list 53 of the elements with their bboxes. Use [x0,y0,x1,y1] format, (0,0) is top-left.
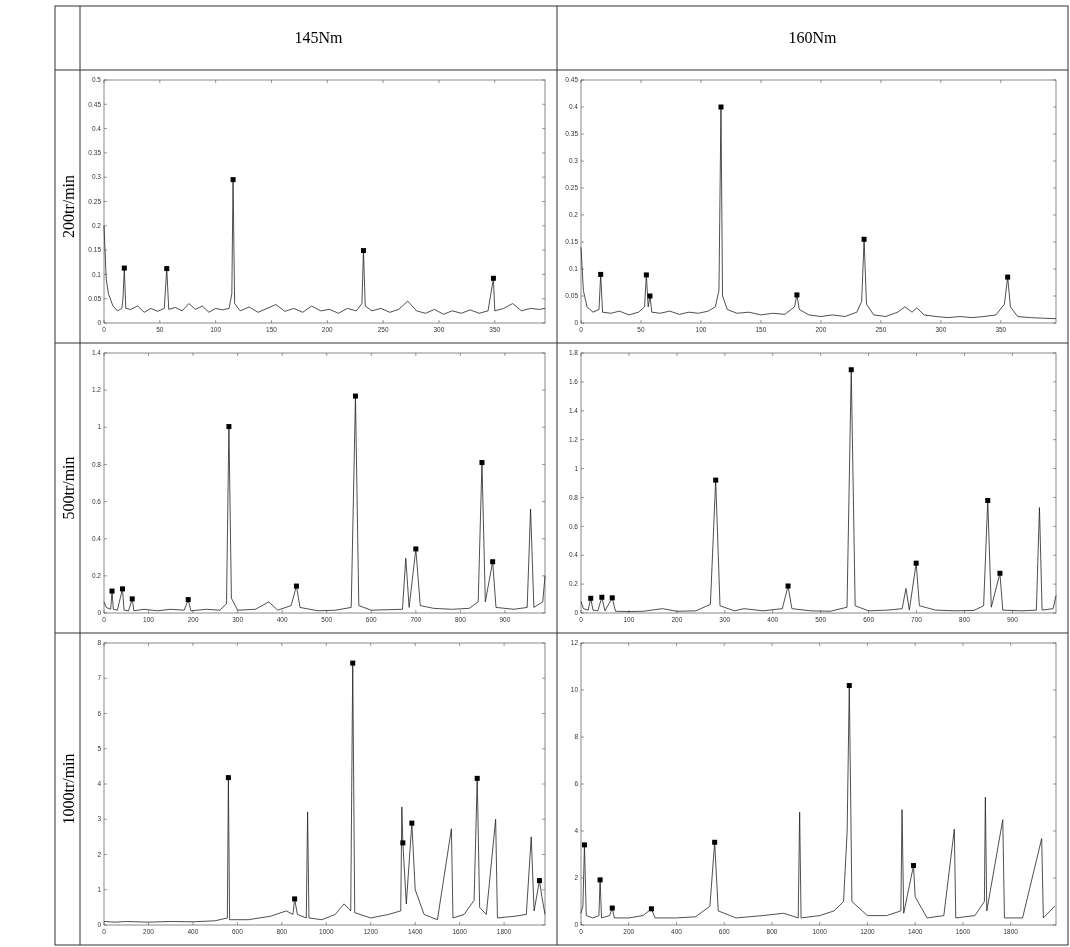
point [121,265,127,271]
line-series [103,179,546,315]
point [350,660,356,666]
point [597,877,603,883]
point [581,842,587,848]
point [230,177,236,183]
point [164,266,170,272]
point [400,840,406,846]
point [474,775,480,781]
point [794,292,800,298]
point [846,683,852,689]
point [360,248,366,254]
point [479,460,485,466]
point [785,583,791,589]
point [643,272,649,278]
point [861,236,867,242]
point [409,820,415,826]
point [129,596,135,602]
point [292,896,298,902]
point [413,546,419,552]
line-series [580,685,1056,919]
point [293,583,299,589]
point [997,570,1003,576]
point [1005,274,1011,280]
line-series [580,369,1057,612]
point [609,595,615,601]
point [609,905,615,911]
point [648,906,654,912]
chart-title: 160Nm [788,29,838,46]
point [599,594,605,600]
y-axis-title: 500tr/min [59,456,77,520]
y-axis-title: 1000tr/min [59,753,77,825]
point [119,586,125,592]
point [913,560,919,566]
point [598,271,604,277]
point [490,559,496,565]
point [713,477,719,483]
chart-title: 145Nm [294,29,344,46]
point [109,588,115,594]
point [588,595,594,601]
point [647,293,653,299]
point [185,597,191,603]
point [911,863,916,869]
point [718,104,724,110]
point [985,497,991,503]
point [490,275,496,281]
point [712,839,718,845]
point [352,393,358,399]
point [226,424,232,430]
point [536,878,542,884]
point [848,367,854,373]
point [225,775,231,781]
y-axis-title: 200tr/min [59,174,77,239]
